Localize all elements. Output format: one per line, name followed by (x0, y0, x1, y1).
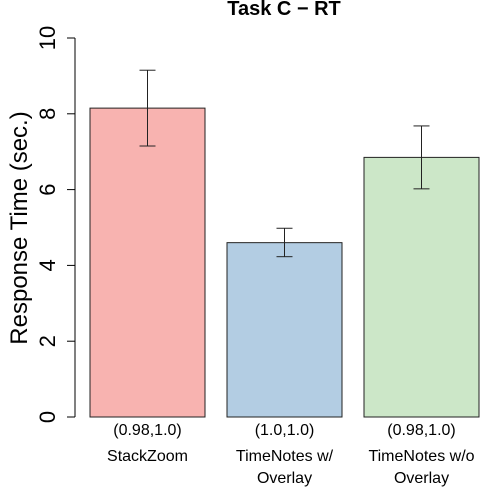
y-tick-label: 2 (35, 335, 60, 347)
category-label: TimeNotes w/ (236, 448, 334, 465)
category-label: TimeNotes w/o (368, 448, 474, 465)
error-bars (139, 69, 430, 258)
category-annotation: (0.98,1.0) (113, 422, 181, 439)
category-labels: (0.98,1.0) StackZoom (1.0,1.0) TimeNotes w/… (107, 422, 475, 487)
y-tick-label: 4 (35, 259, 60, 271)
y-axis-label: Response Time (sec.) (6, 111, 33, 344)
y-tick-label: 6 (35, 183, 60, 195)
category-annotation: (0.98,1.0) (387, 422, 455, 439)
chart-title: Task C − RT (227, 0, 341, 20)
y-tick-label: 8 (35, 108, 60, 120)
category-annotation: (1.0,1.0) (255, 422, 315, 439)
bar (226, 242, 343, 418)
bar (363, 156, 480, 418)
category-label: StackZoom (107, 448, 188, 465)
category-label: Overlay (394, 470, 449, 487)
y-axis: 0 2 4 6 8 10 (35, 26, 76, 423)
bars (89, 107, 480, 418)
y-tick-label: 0 (35, 411, 60, 423)
y-tick-label: 10 (35, 26, 60, 50)
category-label: Overlay (257, 470, 312, 487)
bar (89, 107, 206, 418)
